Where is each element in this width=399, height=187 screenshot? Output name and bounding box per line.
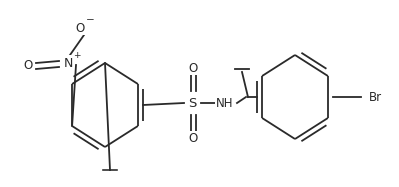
Text: +: + (73, 50, 81, 59)
Text: Br: Br (368, 91, 381, 103)
Text: O: O (24, 59, 33, 71)
Text: O: O (188, 62, 198, 74)
Text: −: − (86, 15, 95, 25)
Text: S: S (188, 96, 196, 110)
Text: N: N (63, 56, 73, 70)
Text: O: O (75, 22, 85, 34)
Text: O: O (188, 131, 198, 145)
Text: NH: NH (216, 96, 234, 110)
